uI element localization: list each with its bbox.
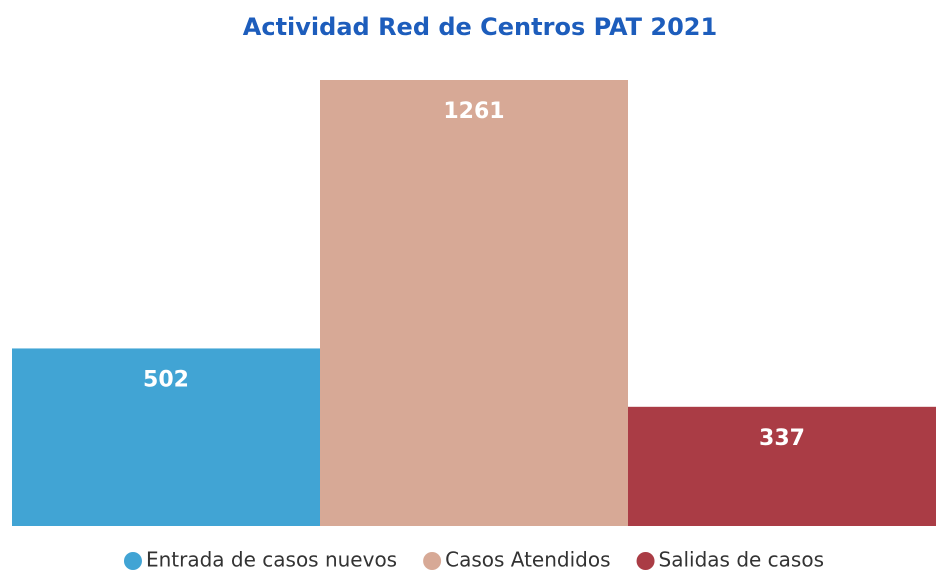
value-label: 502	[143, 367, 189, 392]
legend-label: Casos Atendidos	[445, 548, 610, 572]
legend-label: Entrada de casos nuevos	[146, 548, 397, 572]
value-label: 1261	[443, 99, 504, 124]
chart-title: Actividad Red de Centros PAT 2021	[243, 13, 717, 41]
value-label: 337	[759, 426, 805, 451]
bar	[12, 348, 320, 526]
bar	[320, 80, 628, 526]
legend-marker	[423, 552, 442, 570]
legend-marker	[636, 552, 655, 570]
legend-marker	[123, 552, 142, 570]
bar	[628, 406, 936, 526]
legend-label: Salidas de casos	[659, 548, 824, 572]
